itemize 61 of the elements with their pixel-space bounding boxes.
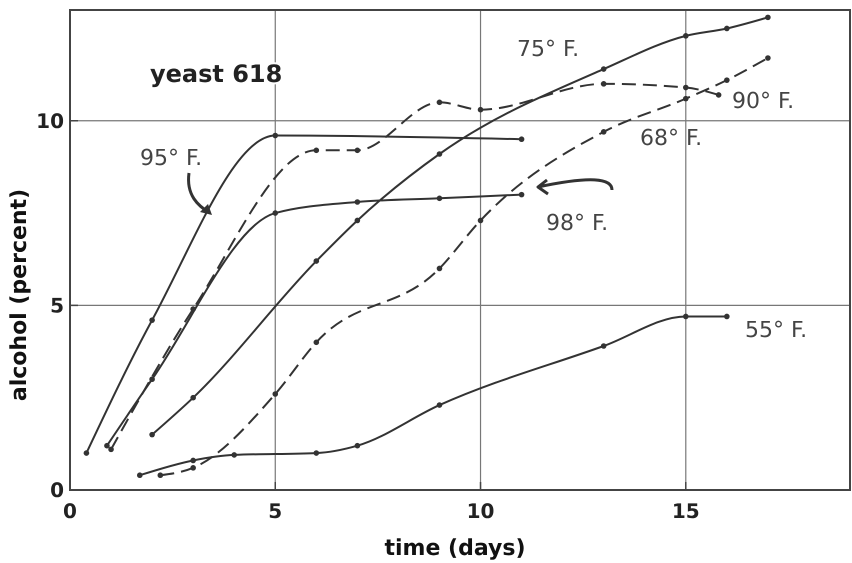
point: [478, 218, 484, 224]
point: [158, 472, 164, 478]
point: [190, 394, 196, 400]
point: [84, 450, 90, 456]
point: [600, 343, 606, 349]
series-label: 95° F.: [140, 146, 202, 171]
series-label: 68° F.: [640, 126, 702, 151]
point: [149, 317, 155, 323]
x-tick-label: 10: [466, 499, 494, 523]
point: [190, 465, 196, 471]
point: [136, 472, 143, 478]
point: [272, 210, 278, 216]
point: [724, 77, 730, 83]
x-tick-label: 5: [268, 499, 282, 523]
point: [724, 314, 730, 320]
point: [765, 14, 771, 20]
point: [104, 442, 110, 448]
x-tick-label: 15: [672, 499, 700, 523]
series-label: 90° F.: [732, 89, 794, 114]
point: [314, 148, 320, 154]
y-tick-label: 10: [36, 108, 64, 133]
point: [354, 218, 360, 224]
point: [724, 26, 730, 32]
point: [231, 452, 238, 458]
point: [682, 84, 689, 90]
point: [478, 106, 484, 112]
point: [149, 376, 155, 382]
legend-label: 98° F.: [546, 211, 608, 236]
point: [314, 340, 320, 346]
point: [314, 450, 320, 456]
y-tick-label: 0: [50, 478, 64, 502]
point: [354, 442, 360, 448]
point: [149, 432, 155, 438]
series-label: 55° F.: [745, 318, 808, 343]
point: [436, 151, 442, 157]
point: [436, 266, 442, 272]
point: [436, 100, 442, 106]
point: [600, 81, 606, 87]
x-axis-title: time (days): [384, 536, 526, 561]
point: [600, 129, 606, 135]
point: [716, 92, 722, 98]
point: [314, 258, 320, 264]
point: [600, 66, 606, 72]
point: [272, 391, 278, 397]
point: [354, 148, 360, 154]
series-label: 75° F.: [517, 37, 580, 62]
point: [436, 196, 442, 202]
point: [682, 314, 689, 320]
point: [682, 96, 689, 102]
point: [682, 33, 689, 39]
point: [354, 199, 360, 205]
point: [190, 306, 196, 312]
point: [518, 136, 524, 142]
point: [765, 55, 771, 61]
point: [108, 446, 114, 452]
point: [190, 458, 196, 464]
y-tick-label: 5: [50, 293, 64, 318]
point: [272, 132, 278, 138]
y-axis-title: alcohol (percent): [7, 188, 32, 402]
point: [518, 192, 524, 198]
point: [436, 402, 442, 408]
